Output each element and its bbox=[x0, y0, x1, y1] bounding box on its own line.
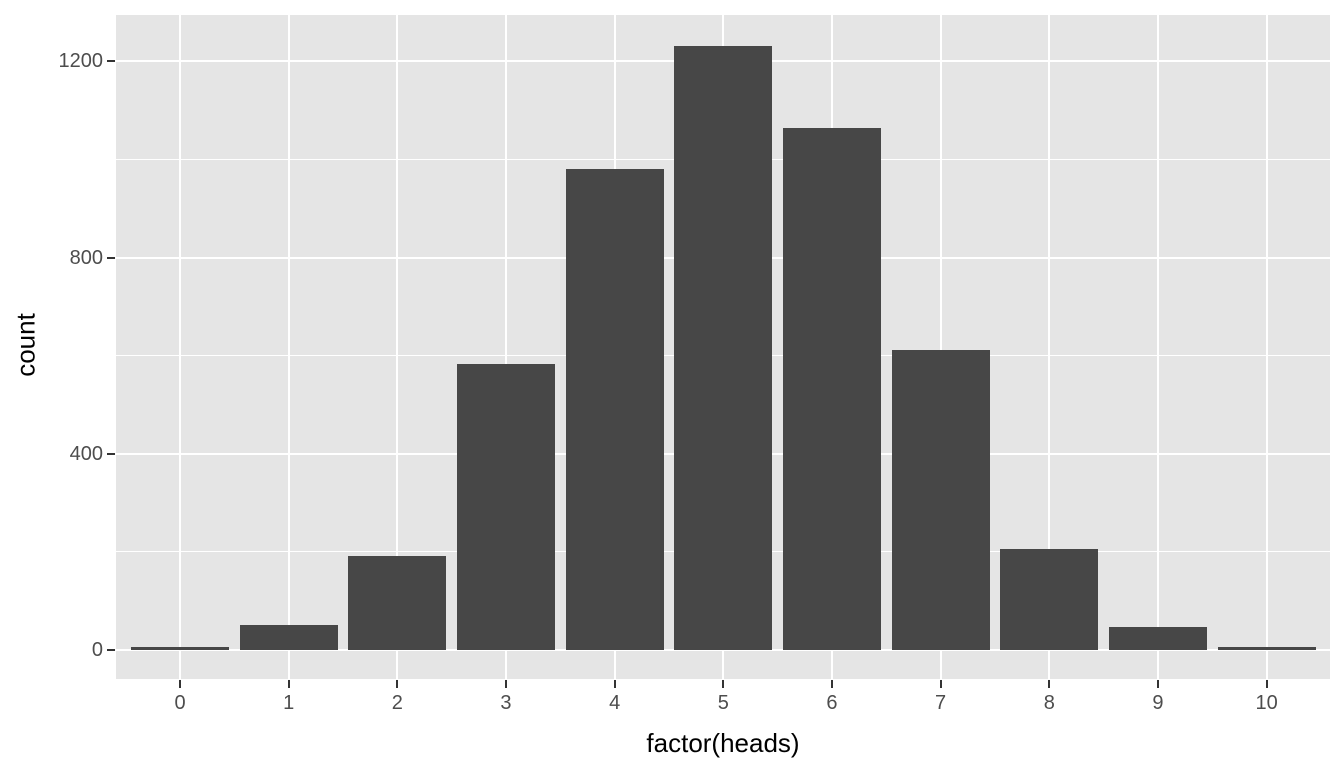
x-major-gridline-1 bbox=[287, 15, 290, 679]
bar-4 bbox=[565, 169, 664, 650]
x-tick-mark-10 bbox=[1265, 680, 1268, 688]
y-tick-label-800: 800 bbox=[69, 246, 103, 269]
x-tick-label-4: 4 bbox=[609, 692, 621, 714]
y-tick-label-1200: 1200 bbox=[58, 50, 104, 73]
bar-10 bbox=[1217, 647, 1316, 650]
x-tick-mark-9 bbox=[1156, 680, 1159, 688]
bar-1 bbox=[239, 624, 338, 650]
x-major-gridline-0 bbox=[179, 15, 181, 679]
x-major-gridline-2 bbox=[396, 15, 399, 679]
bar-6 bbox=[782, 128, 881, 650]
bar-0 bbox=[131, 647, 229, 650]
y-tick-mark-800 bbox=[107, 256, 115, 259]
x-major-gridline-7 bbox=[939, 15, 942, 679]
y-tick-label-0: 0 bbox=[91, 639, 103, 661]
y-tick-mark-400 bbox=[107, 452, 115, 455]
x-major-gridline-9 bbox=[1156, 15, 1159, 679]
x-tick-mark-7 bbox=[939, 680, 942, 688]
x-tick-label-6: 6 bbox=[826, 692, 838, 714]
x-tick-label-9: 9 bbox=[1152, 692, 1164, 714]
y-tick-mark-1200 bbox=[107, 60, 115, 63]
x-tick-label-8: 8 bbox=[1043, 692, 1055, 714]
x-major-gridline-10 bbox=[1265, 15, 1268, 679]
x-tick-mark-5 bbox=[722, 680, 725, 688]
x-tick-label-1: 1 bbox=[283, 692, 295, 714]
bar-3 bbox=[456, 364, 555, 650]
x-tick-label-2: 2 bbox=[391, 692, 403, 714]
y-tick-label-400: 400 bbox=[69, 442, 103, 465]
x-tick-mark-2 bbox=[396, 680, 399, 688]
x-tick-mark-4 bbox=[613, 680, 616, 688]
bar-5 bbox=[674, 45, 773, 650]
x-tick-label-5: 5 bbox=[717, 692, 729, 714]
x-major-gridline-8 bbox=[1048, 15, 1051, 679]
x-tick-mark-8 bbox=[1048, 680, 1051, 688]
x-tick-label-3: 3 bbox=[500, 692, 512, 714]
x-tick-mark-1 bbox=[287, 680, 290, 688]
x-tick-label-7: 7 bbox=[935, 692, 947, 714]
bar-2 bbox=[348, 555, 447, 650]
x-tick-label-0: 0 bbox=[174, 692, 186, 714]
x-tick-mark-0 bbox=[179, 680, 181, 688]
x-major-gridline-3 bbox=[504, 15, 507, 679]
y-tick-mark-0 bbox=[107, 649, 115, 651]
x-tick-label-10: 10 bbox=[1255, 692, 1278, 714]
bar-7 bbox=[891, 349, 990, 650]
plot-panel bbox=[116, 15, 1330, 679]
bar-8 bbox=[1000, 548, 1099, 650]
x-tick-mark-3 bbox=[504, 680, 507, 688]
x-tick-mark-6 bbox=[830, 680, 833, 688]
y-axis-title: count bbox=[10, 313, 41, 377]
bar-9 bbox=[1108, 626, 1207, 650]
x-axis-title: factor(heads) bbox=[646, 728, 800, 758]
